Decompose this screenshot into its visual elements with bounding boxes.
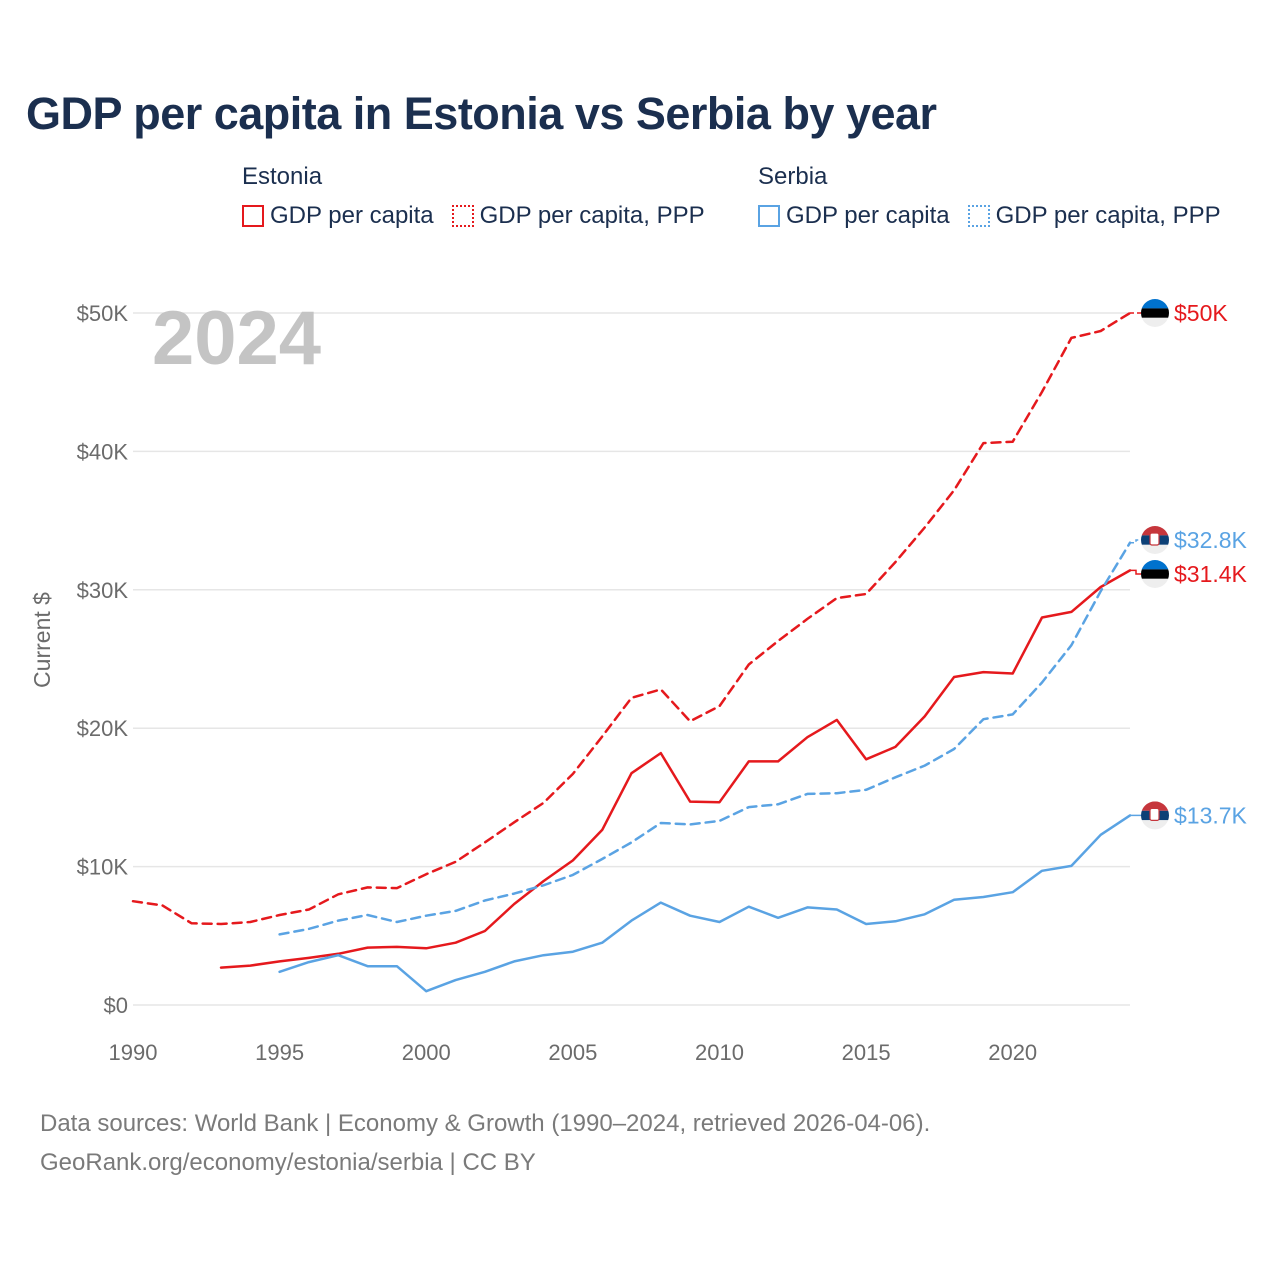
legend-country-estonia: Estonia: [242, 163, 323, 190]
legend-item-serbia-gdp-ppp[interactable]: GDP per capita, PPP: [967, 202, 1221, 230]
y-tick-label: $0: [104, 993, 128, 1018]
y-axis-label: Current $: [29, 592, 55, 688]
estonia-flag-icon: [1141, 560, 1169, 588]
attribution-link[interactable]: GeoRank.org/economy/estonia/serbia | CC …: [40, 1149, 536, 1176]
flag-stripe-white: [1141, 820, 1169, 830]
x-tick-label: 2010: [695, 1040, 744, 1065]
flag-stripes: [1141, 560, 1169, 588]
end-label-connector: [1130, 539, 1141, 544]
legend-swatch-serbia-dashed: [967, 205, 990, 227]
legend-group-estonia: Estonia GDP per capita GDP per capita, P…: [242, 160, 705, 230]
flag-stripes: [1141, 299, 1169, 327]
flag-stripe-black: [1141, 569, 1169, 579]
estonia-flag-icon: [1141, 299, 1169, 327]
series-line-serbia-gdp-per-capita-ppp: [278, 541, 1132, 936]
legend-group-serbia: Serbia GDP per capita GDP per capita, PP…: [758, 160, 1221, 230]
flag-stripe-white: [1141, 317, 1169, 327]
legend-label: GDP per capita: [786, 202, 950, 229]
end-value-label: $32.8K: [1174, 527, 1248, 553]
series-line-estonia-gdp-per-capita-ppp: [131, 311, 1132, 926]
y-tick-label: $30K: [77, 578, 129, 603]
flag-coat-of-arms: [1149, 532, 1160, 546]
serbia-flag-icon: [1141, 801, 1169, 830]
end-value-label: $13.7K: [1174, 802, 1248, 828]
flag-stripes: [1141, 801, 1169, 830]
flag-stripe-blue: [1141, 299, 1169, 309]
flag-stripe-black: [1141, 308, 1169, 318]
footer: Data sources: World Bank | Economy & Gro…: [40, 1104, 930, 1182]
flag-stripe-blue: [1141, 560, 1169, 570]
end-value-label: $50K: [1174, 300, 1228, 326]
y-tick-label: $20K: [77, 716, 129, 741]
flag-stripes: [1141, 526, 1169, 554]
x-tick-label: 2005: [548, 1040, 597, 1065]
legend-label: GDP per capita, PPP: [479, 202, 705, 229]
x-tick-label: 1990: [109, 1040, 158, 1065]
data-source-note: Data sources: World Bank | Economy & Gro…: [40, 1110, 931, 1137]
legend-label: GDP per capita: [270, 202, 434, 229]
legend-item-estonia-gdp[interactable]: GDP per capita: [242, 202, 434, 230]
legend-country-serbia: Serbia: [758, 163, 828, 190]
x-tick-label: 1995: [255, 1040, 304, 1065]
legend-swatch-serbia-solid: [758, 205, 780, 227]
legend-item-serbia-gdp[interactable]: GDP per capita: [758, 202, 950, 230]
flag-coat-of-arms: [1149, 807, 1160, 821]
legend-swatch-estonia-dashed: [451, 205, 474, 227]
legend-swatch-estonia-solid: [242, 205, 264, 227]
flag-stripe-white: [1141, 544, 1169, 554]
flag-stripe-red: [1141, 526, 1169, 536]
y-tick-label: $40K: [77, 439, 129, 464]
legend-item-estonia-gdp-ppp[interactable]: GDP per capita, PPP: [451, 202, 705, 230]
x-tick-label: 2000: [402, 1040, 451, 1065]
serbia-flag-icon: [1141, 526, 1169, 554]
legend-label: GDP per capita, PPP: [995, 202, 1221, 229]
flag-stripe-red: [1141, 801, 1169, 811]
flag-stripe-white: [1141, 578, 1169, 588]
series-line-estonia-gdp-per-capita: [219, 569, 1132, 969]
y-tick-label: $10K: [77, 855, 129, 880]
x-tick-label: 2015: [842, 1040, 891, 1065]
y-tick-label: $50K: [77, 301, 129, 326]
year-watermark: 2024: [152, 296, 321, 381]
chart-title: GDP per capita in Estonia vs Serbia by y…: [26, 88, 937, 139]
series-line-serbia-gdp-per-capita: [278, 814, 1132, 993]
x-tick-label: 2020: [988, 1040, 1037, 1065]
end-value-label: $31.4K: [1174, 561, 1248, 587]
end-label-connector: [1130, 569, 1141, 575]
line-chart: $0 $10K $20K $30K $40K $50K 1990 1995 2000 2005 20…: [29, 296, 1248, 1065]
